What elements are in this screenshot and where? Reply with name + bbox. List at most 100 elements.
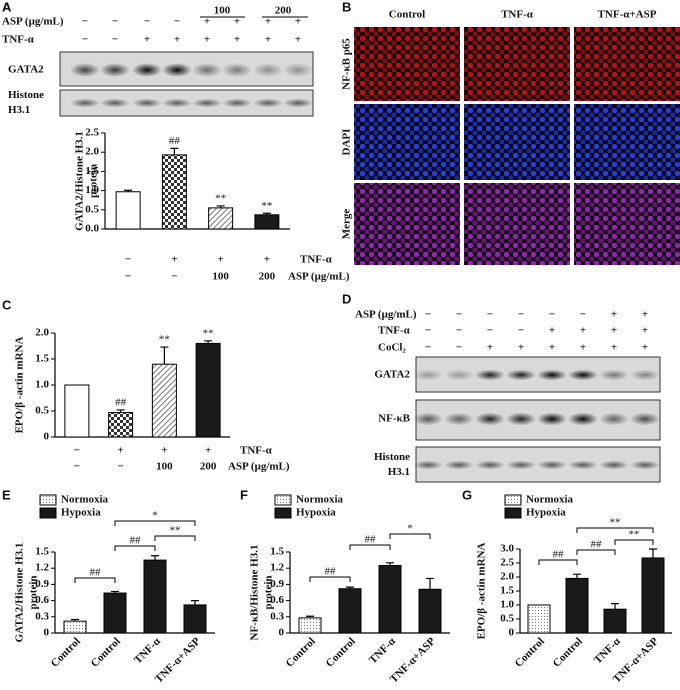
y-tick-label: 0 bbox=[44, 431, 50, 443]
y-tick-label: 0.3 bbox=[270, 610, 284, 622]
blot-band bbox=[283, 63, 313, 77]
blot-band bbox=[192, 98, 222, 108]
condition-value: − bbox=[456, 325, 462, 337]
condition-value: − bbox=[144, 16, 150, 28]
condition-name: CoCl₂ bbox=[378, 342, 406, 354]
condition-value: 200 bbox=[200, 461, 217, 473]
significance-label: ** bbox=[261, 200, 272, 212]
panel-letter: A bbox=[2, 0, 12, 14]
error-bar bbox=[573, 573, 581, 579]
bar bbox=[195, 342, 221, 438]
column-label: TNF-α bbox=[501, 9, 534, 21]
error-bar bbox=[160, 346, 169, 365]
blot-band bbox=[413, 369, 443, 381]
bar bbox=[64, 384, 90, 438]
condition-value: − bbox=[174, 16, 180, 28]
significance-label: ## bbox=[553, 549, 565, 561]
blot-band bbox=[192, 63, 222, 77]
condition-value: − bbox=[112, 16, 118, 28]
blot-band bbox=[537, 412, 567, 426]
error-bar bbox=[346, 586, 354, 589]
y-tick-label: 1.5 bbox=[35, 353, 49, 365]
error-bar bbox=[124, 189, 133, 192]
condition-value: − bbox=[487, 309, 493, 321]
blot-band bbox=[222, 98, 252, 108]
bar bbox=[151, 363, 177, 438]
blot-label: H3.1 bbox=[8, 104, 30, 116]
blot-band bbox=[253, 98, 283, 108]
micrograph bbox=[464, 27, 570, 101]
bar bbox=[103, 592, 127, 634]
error-bar bbox=[262, 212, 271, 215]
x-tick-label: TNF-α bbox=[367, 635, 399, 667]
condition-value: − bbox=[74, 461, 80, 473]
y-tick-label: 1.5 bbox=[35, 546, 49, 558]
legend-label: Normoxia bbox=[61, 494, 109, 506]
condition-value: − bbox=[487, 325, 493, 337]
condition-value: + bbox=[642, 342, 648, 354]
legend-swatch bbox=[39, 494, 57, 506]
bar bbox=[603, 608, 627, 634]
blot-band bbox=[413, 460, 443, 470]
micrograph bbox=[464, 183, 570, 265]
blot-label: GATA2 bbox=[8, 64, 44, 76]
significance-bracket bbox=[349, 544, 391, 550]
y-axis-label: GATA2/Histone H3.1 bbox=[14, 543, 26, 643]
condition-value: 100 bbox=[156, 461, 173, 473]
legend-swatch bbox=[504, 507, 522, 519]
y-tick-label: 1.5 bbox=[85, 165, 99, 177]
bar bbox=[143, 559, 167, 634]
error-bar bbox=[216, 205, 225, 208]
condition-value: − bbox=[117, 461, 123, 473]
blot-label: Histone bbox=[374, 451, 410, 463]
x-tick-label: TNF-α bbox=[592, 635, 624, 667]
blot-band bbox=[475, 460, 505, 470]
significance-bracket bbox=[576, 549, 616, 555]
blot-band bbox=[537, 460, 567, 470]
micrograph bbox=[354, 183, 460, 265]
condition-value: + bbox=[580, 325, 586, 337]
condition-name: ASP (μg/mL) bbox=[228, 461, 290, 473]
y-tick-label: 2.5 bbox=[500, 557, 514, 569]
blot-band bbox=[253, 63, 283, 77]
y-tick-label: 3.0 bbox=[500, 543, 514, 555]
condition-value: − bbox=[125, 271, 131, 283]
condition-value: + bbox=[234, 16, 240, 28]
error-bar bbox=[151, 555, 159, 561]
significance-label: ** bbox=[215, 192, 226, 204]
y-axis-label: protein bbox=[28, 575, 40, 609]
y-tick-label: 0.5 bbox=[85, 203, 99, 215]
legend-label: Hypoxia bbox=[61, 507, 101, 519]
blot-label: NF-κB bbox=[378, 413, 410, 425]
blot-band bbox=[630, 369, 660, 381]
row-label: NF-κB p65 bbox=[341, 38, 353, 90]
condition-value: + bbox=[611, 342, 617, 354]
blot-band bbox=[475, 412, 505, 426]
condition-value: − bbox=[425, 309, 431, 321]
condition-value: − bbox=[580, 309, 586, 321]
significance-bracket bbox=[114, 520, 196, 526]
blot-band bbox=[283, 98, 313, 108]
y-tick-label: 0.6 bbox=[35, 594, 49, 606]
blot-band bbox=[568, 460, 598, 470]
bar bbox=[161, 154, 187, 230]
blot-band bbox=[506, 369, 536, 381]
significance-label: * bbox=[152, 510, 158, 522]
condition-name: TNF-α bbox=[300, 254, 333, 266]
bar bbox=[63, 620, 87, 634]
condition-value: + bbox=[265, 34, 271, 46]
micrograph bbox=[574, 104, 680, 180]
y-axis-label: NF-κB/Histone H3.1 bbox=[249, 545, 261, 641]
significance-label: ## bbox=[130, 535, 142, 547]
significance-bracket bbox=[389, 533, 431, 539]
y-axis-label: GATA2/Histone H3.1 bbox=[74, 131, 86, 231]
blot-band bbox=[444, 412, 474, 426]
micrograph bbox=[354, 27, 460, 101]
condition-value: 100 bbox=[212, 271, 229, 283]
condition-value: + bbox=[487, 342, 493, 354]
condition-value: + bbox=[204, 16, 210, 28]
significance-label: ** bbox=[629, 529, 640, 541]
y-tick-label: 0 bbox=[509, 627, 515, 639]
